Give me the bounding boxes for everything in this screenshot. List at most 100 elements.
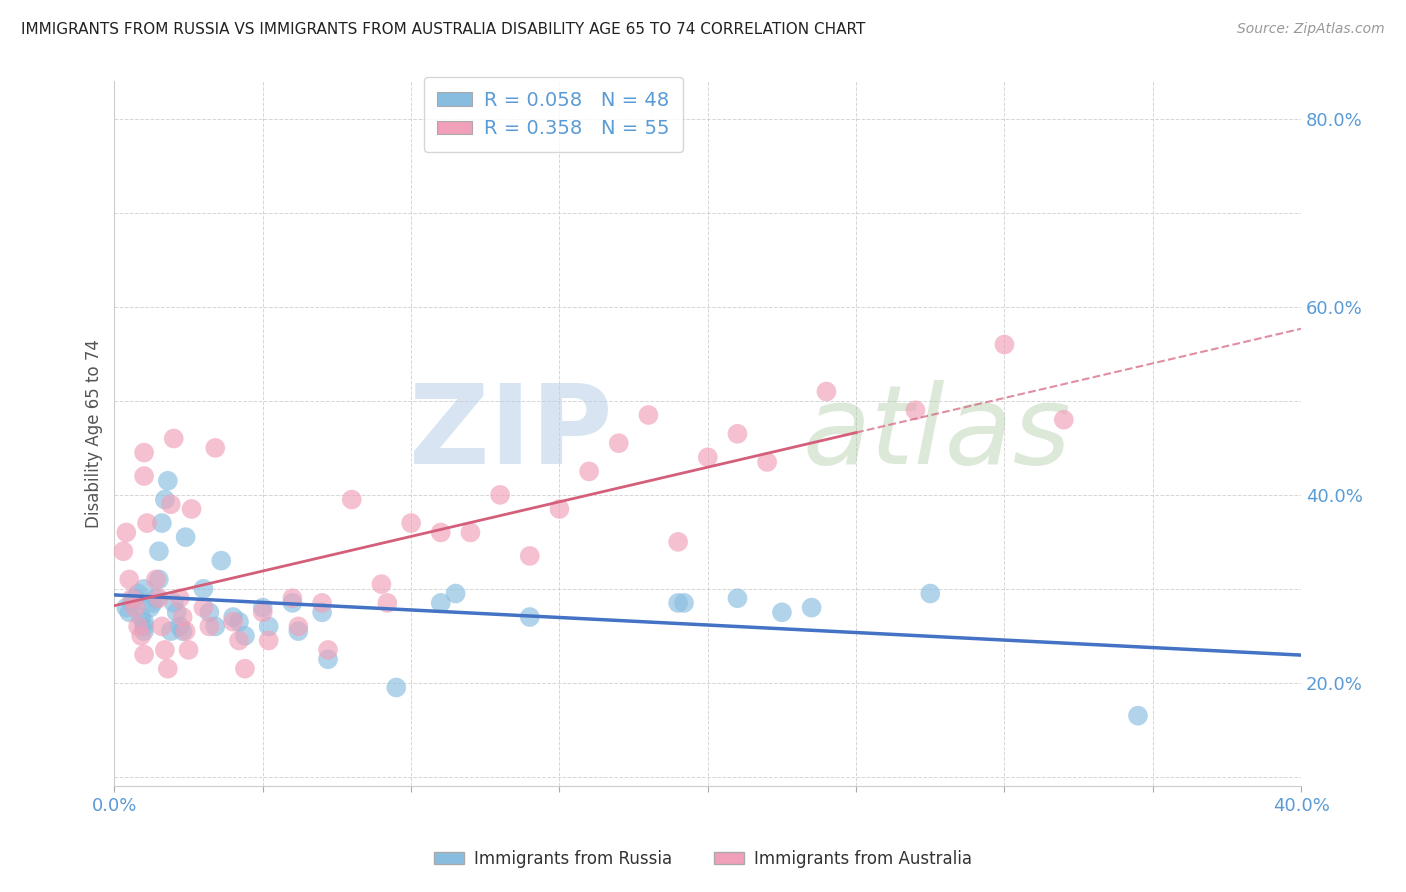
- Point: [228, 633, 250, 648]
- Point: [148, 573, 170, 587]
- Point: [311, 596, 333, 610]
- Point: [174, 530, 197, 544]
- Point: [180, 502, 202, 516]
- Point: [159, 624, 181, 639]
- Text: atlas: atlas: [803, 380, 1071, 487]
- Point: [129, 610, 152, 624]
- Point: [548, 502, 571, 516]
- Point: [1053, 413, 1076, 427]
- Point: [252, 600, 274, 615]
- Point: [193, 600, 215, 615]
- Point: [145, 573, 167, 587]
- Point: [252, 605, 274, 619]
- Point: [444, 586, 467, 600]
- Point: [920, 586, 942, 600]
- Point: [166, 605, 188, 619]
- Point: [287, 619, 309, 633]
- Point: [112, 544, 135, 558]
- Point: [666, 596, 689, 610]
- Point: [174, 624, 197, 639]
- Point: [429, 525, 451, 540]
- Point: [172, 610, 194, 624]
- Point: [132, 582, 155, 596]
- Point: [139, 600, 162, 615]
- Point: [115, 600, 138, 615]
- Point: [132, 624, 155, 639]
- Point: [148, 544, 170, 558]
- Text: ZIP: ZIP: [409, 380, 613, 487]
- Point: [228, 615, 250, 629]
- Point: [121, 596, 143, 610]
- Point: [150, 619, 173, 633]
- Legend: Immigrants from Russia, Immigrants from Australia: Immigrants from Russia, Immigrants from …: [427, 844, 979, 875]
- Point: [153, 492, 176, 507]
- Point: [993, 337, 1015, 351]
- Point: [124, 600, 146, 615]
- Text: Source: ZipAtlas.com: Source: ZipAtlas.com: [1237, 22, 1385, 37]
- Point: [281, 591, 304, 606]
- Point: [257, 619, 280, 633]
- Point: [121, 591, 143, 606]
- Point: [142, 596, 165, 610]
- Point: [1126, 708, 1149, 723]
- Point: [198, 619, 221, 633]
- Point: [815, 384, 838, 399]
- Point: [118, 605, 141, 619]
- Point: [132, 445, 155, 459]
- Point: [281, 596, 304, 610]
- Point: [204, 619, 226, 633]
- Point: [129, 629, 152, 643]
- Point: [489, 488, 512, 502]
- Point: [132, 648, 155, 662]
- Point: [118, 573, 141, 587]
- Point: [233, 629, 256, 643]
- Point: [725, 426, 748, 441]
- Legend: R = 0.058   N = 48, R = 0.358   N = 55: R = 0.058 N = 48, R = 0.358 N = 55: [423, 77, 683, 152]
- Point: [222, 610, 245, 624]
- Point: [198, 605, 221, 619]
- Point: [222, 615, 245, 629]
- Point: [169, 619, 191, 633]
- Point: [377, 596, 399, 610]
- Point: [156, 662, 179, 676]
- Point: [115, 525, 138, 540]
- Point: [519, 610, 541, 624]
- Point: [233, 662, 256, 676]
- Point: [163, 432, 186, 446]
- Point: [177, 643, 200, 657]
- Point: [172, 624, 194, 639]
- Point: [399, 516, 422, 530]
- Point: [316, 643, 339, 657]
- Point: [127, 619, 149, 633]
- Point: [904, 403, 927, 417]
- Point: [132, 615, 155, 629]
- Point: [385, 681, 408, 695]
- Point: [132, 469, 155, 483]
- Point: [637, 408, 659, 422]
- Point: [257, 633, 280, 648]
- Point: [153, 643, 176, 657]
- Point: [429, 596, 451, 610]
- Point: [370, 577, 392, 591]
- Y-axis label: Disability Age 65 to 74: Disability Age 65 to 74: [86, 339, 103, 528]
- Point: [696, 450, 718, 465]
- Point: [287, 624, 309, 639]
- Point: [756, 455, 779, 469]
- Point: [460, 525, 482, 540]
- Point: [156, 474, 179, 488]
- Point: [770, 605, 793, 619]
- Point: [673, 596, 696, 610]
- Point: [163, 596, 186, 610]
- Point: [666, 534, 689, 549]
- Point: [800, 600, 823, 615]
- Point: [159, 497, 181, 511]
- Point: [127, 586, 149, 600]
- Point: [132, 619, 155, 633]
- Point: [340, 492, 363, 507]
- Point: [204, 441, 226, 455]
- Point: [578, 464, 600, 478]
- Point: [725, 591, 748, 606]
- Text: IMMIGRANTS FROM RUSSIA VS IMMIGRANTS FROM AUSTRALIA DISABILITY AGE 65 TO 74 CORR: IMMIGRANTS FROM RUSSIA VS IMMIGRANTS FRO…: [21, 22, 866, 37]
- Point: [124, 591, 146, 606]
- Point: [193, 582, 215, 596]
